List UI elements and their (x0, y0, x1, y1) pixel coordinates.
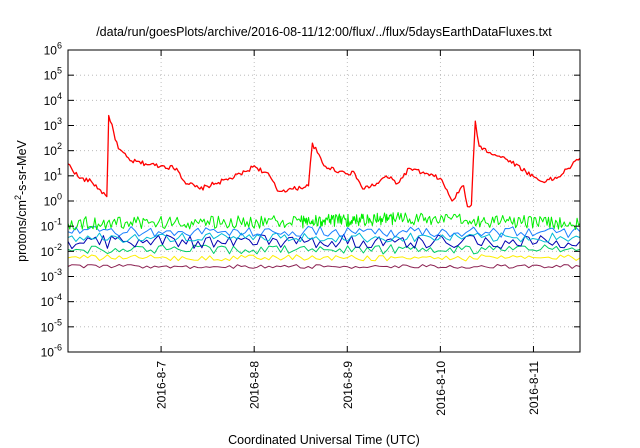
y-tick-label: 101 (44, 166, 62, 183)
series-line-2 (67, 225, 581, 238)
y-tick-label: 10-2 (41, 242, 62, 259)
series-line-3 (67, 232, 581, 243)
series-line-0 (67, 114, 581, 208)
x-tick-label: 2016-8-11 (527, 361, 541, 415)
y-axis-label: protons/cm2-s-sr-MeV (13, 139, 29, 261)
series-line-7 (67, 264, 581, 269)
grid (68, 50, 580, 352)
y-tick-label: 100 (44, 192, 62, 209)
x-tick-label: 2016-8-8 (248, 361, 262, 409)
x-tick-label: 2016-8-10 (434, 361, 448, 416)
series-line-4 (67, 233, 581, 250)
y-tick-label: 10-5 (41, 317, 62, 334)
y-tick-label: 102 (44, 141, 62, 158)
y-tick-label: 10-6 (41, 343, 62, 360)
y-tick-label: 105 (44, 66, 62, 83)
y-tick-label: 104 (44, 91, 62, 108)
series-line-1 (67, 212, 581, 231)
y-tick-label: 106 (44, 41, 62, 58)
y-tick-label: 10-3 (41, 267, 62, 284)
series-line-6 (67, 254, 581, 262)
series-group (67, 114, 581, 269)
x-axis-label: Coordinated Universal Time (UTC) (228, 433, 420, 447)
chart-title: /data/run/goesPlots/archive/2016-08-11/1… (96, 25, 552, 39)
y-tick-label: 103 (44, 116, 62, 133)
x-tick-label: 2016-8-7 (155, 361, 169, 409)
x-tick-label: 2016-8-9 (341, 361, 355, 409)
y-tick-label: 10-1 (41, 217, 62, 234)
y-tick-label: 10-4 (41, 292, 62, 309)
ticks: 10-6 10-5 10-4 10-3 10-2 10-1 100 101 102 103 104 1… (41, 41, 580, 416)
series-line-5 (67, 244, 581, 255)
